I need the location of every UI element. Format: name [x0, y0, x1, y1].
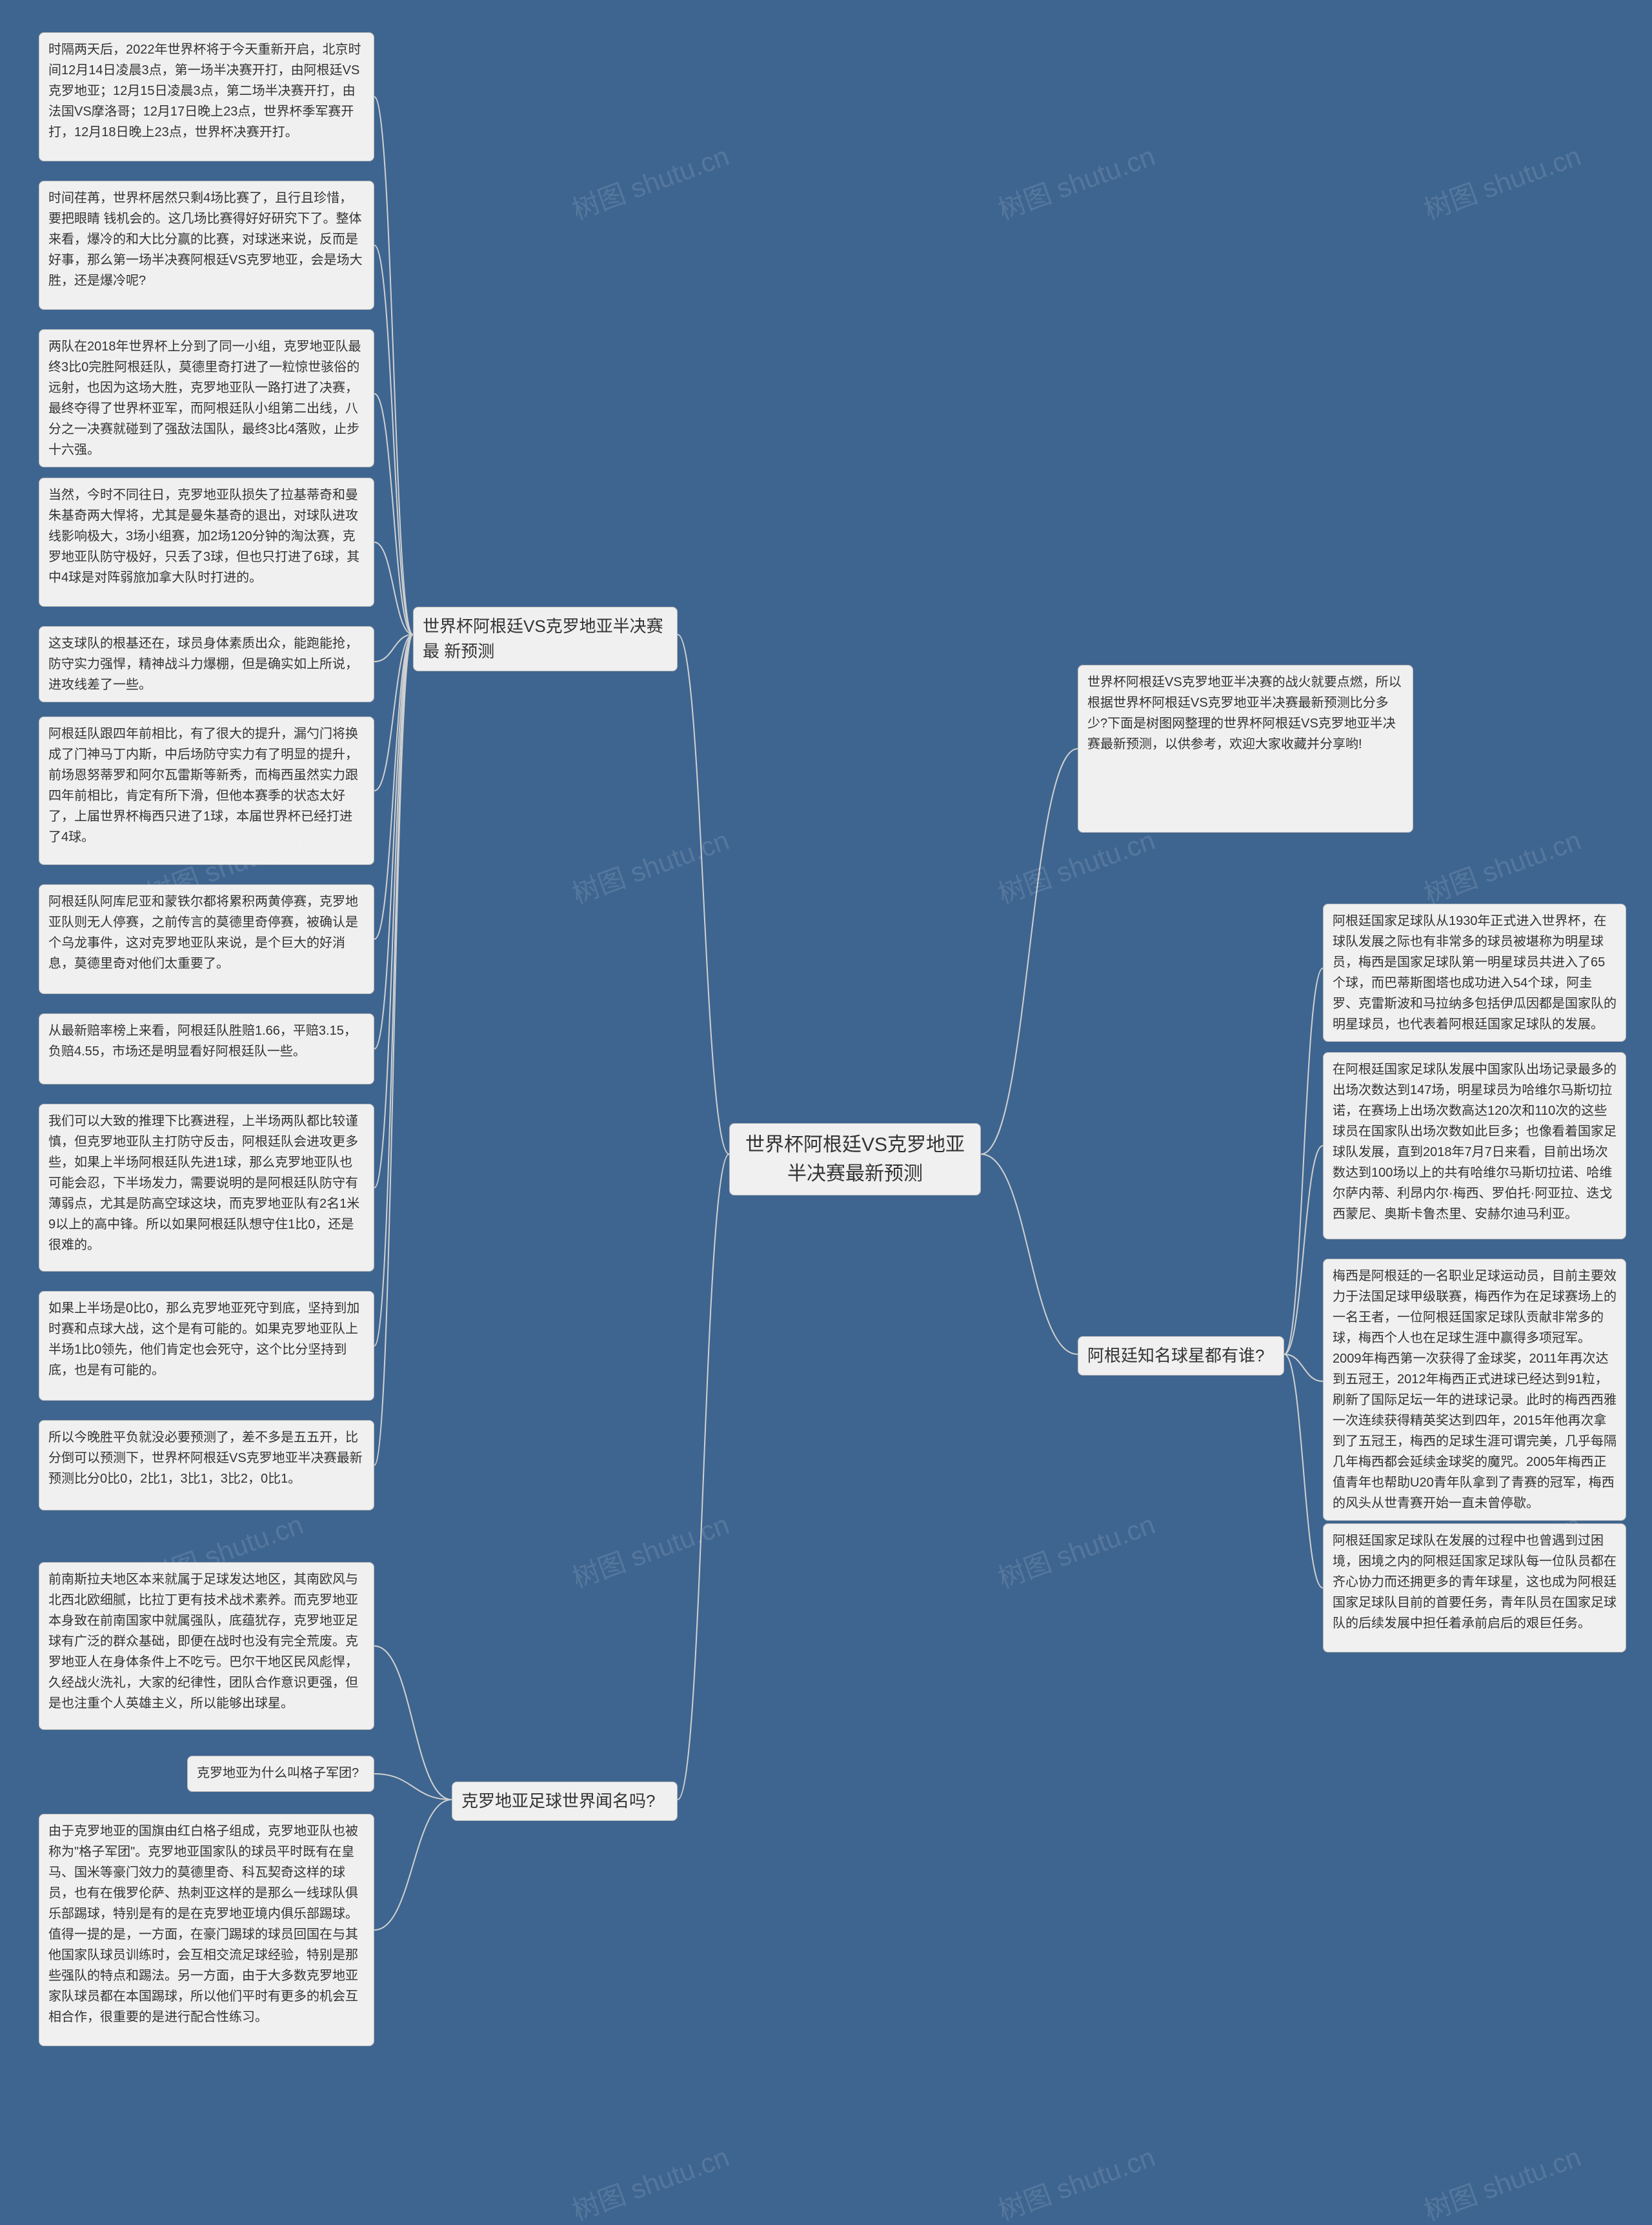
watermark: 树图 shutu.cn: [1418, 818, 1586, 911]
leaf-l14: 由于克罗地亚的国旗由红白格子组成，克罗地亚队也被称为"格子军团"。克罗地亚国家队…: [39, 1814, 374, 2046]
leaf-l17: 梅西是阿根廷的一名职业足球运动员，目前主要效力于法国足球甲级联赛，梅西作为在足球…: [1323, 1259, 1626, 1521]
leaf-l12: 前南斯拉夫地区本来就属于足球发达地区，其南欧风与北西北欧细腻，比拉丁更有技术战术…: [39, 1562, 374, 1730]
leaf-l13: 克罗地亚为什么叫格子军团?: [187, 1756, 374, 1792]
leaf-l11: 所以今晚胜平负就没必要预测了，差不多是五五开，比分倒可以预测下，世界杯阿根廷VS…: [39, 1420, 374, 1510]
leaf-l3: 两队在2018年世界杯上分到了同一小组，克罗地亚队最终3比0完胜阿根廷队，莫德里…: [39, 329, 374, 467]
watermark: 树图 shutu.cn: [992, 134, 1160, 227]
watermark: 树图 shutu.cn: [566, 2135, 734, 2225]
watermark: 树图 shutu.cn: [1418, 2135, 1586, 2225]
leaf-l9: 我们可以大致的推理下比赛进程，上半场两队都比较谨慎，但克罗地亚队主打防守反击，阿…: [39, 1104, 374, 1272]
watermark: 树图 shutu.cn: [992, 1503, 1160, 1596]
leaf-l10: 如果上半场是0比0，那么克罗地亚死守到底，坚持到加时赛和点球大战，这个是有可能的…: [39, 1291, 374, 1401]
leaf-l16: 在阿根廷国家足球队发展中国家队出场记录最多的出场次数达到147场，明星球员为哈维…: [1323, 1052, 1626, 1239]
leaf-l7: 阿根廷队阿库尼亚和蒙铁尔都将累积两黄停赛，克罗地亚队则无人停赛，之前传言的莫德里…: [39, 884, 374, 994]
leaf-l15: 阿根廷国家足球队从1930年正式进入世界杯，在球队发展之际也有非常多的球员被堪称…: [1323, 904, 1626, 1042]
watermark: 树图 shutu.cn: [566, 818, 734, 911]
leaf-l8: 从最新赔率榜上来看，阿根廷队胜赔1.66，平赔3.15，负赔4.55，市场还是明…: [39, 1013, 374, 1084]
branch-b2: 克罗地亚足球世界闻名吗?: [452, 1782, 678, 1821]
watermark: 树图 shutu.cn: [566, 134, 734, 227]
leaf-l6: 阿根廷队跟四年前相比，有了很大的提升，漏勺门将换成了门神马丁内斯，中后场防守实力…: [39, 716, 374, 865]
watermark: 树图 shutu.cn: [992, 2135, 1160, 2225]
leaf-l2: 时间荏苒，世界杯居然只剩4场比赛了，且行且珍惜，要把眼睛 钱机会的。这几场比赛得…: [39, 181, 374, 310]
watermark: 树图 shutu.cn: [1418, 134, 1586, 227]
branch-b3: 世界杯阿根廷VS克罗地亚半决赛的战火就要点燃，所以根据世界杯阿根廷VS克罗地亚半…: [1078, 665, 1413, 833]
watermark: 树图 shutu.cn: [566, 1503, 734, 1596]
leaf-l5: 这支球队的根基还在，球员身体素质出众，能跑能抢，防守实力强悍，精神战斗力爆棚，但…: [39, 626, 374, 702]
leaf-l4: 当然，今时不同往日，克罗地亚队损失了拉基蒂奇和曼朱基奇两大悍将，尤其是曼朱基奇的…: [39, 478, 374, 607]
leaf-l1: 时隔两天后，2022年世界杯将于今天重新开启，北京时间12月14日凌晨3点，第一…: [39, 32, 374, 161]
branch-b1: 世界杯阿根廷VS克罗地亚半决赛最 新预测: [413, 607, 678, 671]
root-node: 世界杯阿根廷VS克罗地亚 半决赛最新预测: [729, 1123, 981, 1195]
leaf-l18: 阿根廷国家足球队在发展的过程中也曾遇到过困境，困境之内的阿根廷国家足球队每一位队…: [1323, 1523, 1626, 1652]
branch-b4: 阿根廷知名球星都有谁?: [1078, 1336, 1284, 1376]
